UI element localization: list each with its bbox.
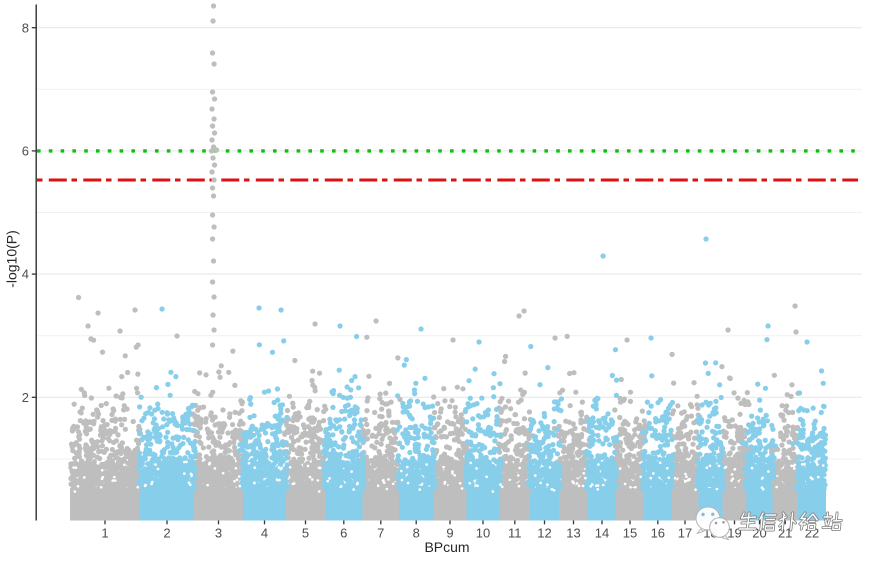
svg-text:8: 8 xyxy=(22,20,29,35)
svg-text:3: 3 xyxy=(215,526,222,541)
svg-text:13: 13 xyxy=(566,526,580,541)
svg-text:14: 14 xyxy=(595,526,609,541)
svg-text:6: 6 xyxy=(340,526,347,541)
svg-text:7: 7 xyxy=(377,526,384,541)
svg-text:2: 2 xyxy=(163,526,170,541)
svg-text:9: 9 xyxy=(446,526,453,541)
svg-text:BPcum: BPcum xyxy=(424,539,469,555)
svg-text:-log10(P): -log10(P) xyxy=(4,230,20,288)
svg-text:16: 16 xyxy=(651,526,665,541)
svg-text:6: 6 xyxy=(22,144,29,159)
svg-text:2: 2 xyxy=(22,390,29,405)
svg-text:11: 11 xyxy=(508,526,522,541)
svg-text:4: 4 xyxy=(22,267,29,282)
svg-text:8: 8 xyxy=(413,526,420,541)
svg-text:15: 15 xyxy=(623,526,637,541)
svg-text:10: 10 xyxy=(476,526,490,541)
svg-text:17: 17 xyxy=(678,526,692,541)
svg-text:5: 5 xyxy=(302,526,309,541)
svg-text:1: 1 xyxy=(101,526,108,541)
svg-text:4: 4 xyxy=(261,526,268,541)
svg-text:12: 12 xyxy=(537,526,551,541)
svg-text:22: 22 xyxy=(805,526,819,541)
